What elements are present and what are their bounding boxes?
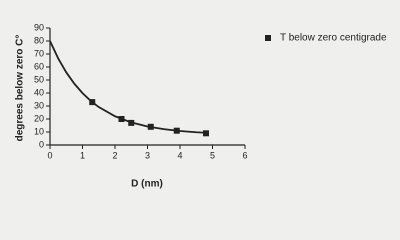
- legend-label: T below zero centigrade: [280, 33, 387, 44]
- chart: D (nm) degrees below zero C° 01020304050…: [14, 22, 387, 190]
- point: [173, 127, 180, 134]
- point: [89, 99, 96, 106]
- x-tick-label: 1: [80, 150, 85, 160]
- point: [203, 130, 209, 137]
- x-tick-label: 3: [145, 150, 150, 160]
- point: [147, 123, 154, 130]
- fit-curve: [49, 40, 207, 134]
- x-tick-label: 6: [242, 150, 247, 160]
- y-tick-label: 30: [34, 100, 44, 110]
- y-tick-label: 60: [34, 61, 44, 71]
- legend-marker: [265, 35, 271, 41]
- page: {"chart_data": {"type": "scatter", "xlab…: [14, 22, 387, 190]
- y-tick-label: 0: [39, 139, 44, 149]
- y-tick-label: 20: [34, 113, 44, 123]
- y-tick-label: 50: [34, 74, 44, 84]
- y-tick-label: 70: [34, 48, 44, 58]
- point: [118, 116, 125, 122]
- y-axis-label: degrees below zero C°: [15, 35, 26, 142]
- y-tick-label: 80: [34, 35, 44, 45]
- x-axis-label: D (nm): [131, 179, 163, 190]
- y-tick-label: 40: [34, 87, 44, 97]
- y-tick-label: 10: [34, 126, 44, 136]
- point: [128, 119, 135, 126]
- x-tick-label: 2: [112, 150, 117, 160]
- x-tick-label: 0: [47, 150, 52, 160]
- y-tick-label: 90: [34, 22, 44, 32]
- x-tick-label: 4: [177, 150, 182, 160]
- x-tick-label: 5: [210, 150, 215, 160]
